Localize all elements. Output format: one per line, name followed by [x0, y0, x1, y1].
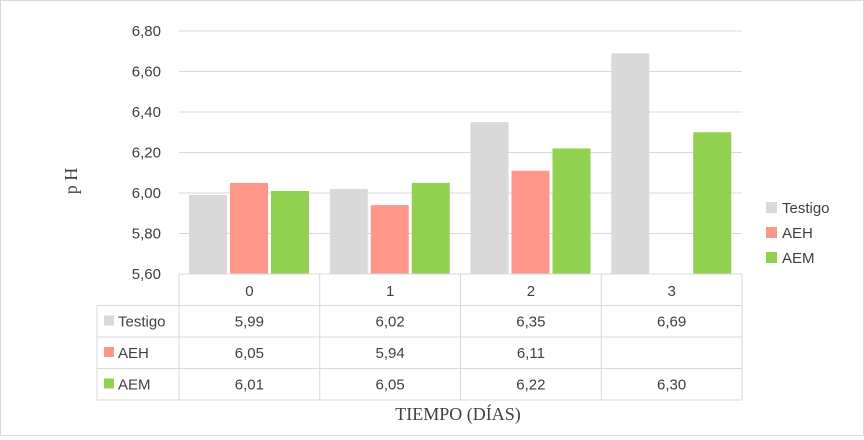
table-legend-key-aem	[104, 378, 114, 389]
legend: Testigo AEH AEM	[766, 200, 830, 267]
x-axis-label: TIEMPO (DÍAS)	[395, 403, 521, 425]
y-tick-label: 6,00	[132, 185, 161, 202]
table-value: 6,69	[657, 314, 686, 331]
legend-key-testigo	[766, 202, 777, 213]
bar-aem-2	[552, 148, 591, 274]
bar-aeh-0	[230, 182, 268, 274]
y-tick-label: 6,80	[132, 23, 161, 40]
x-tick-label: 0	[245, 283, 253, 300]
table-value: 6,35	[516, 314, 545, 331]
y-tick-label: 5,60	[132, 266, 161, 283]
bar-aem-0	[271, 190, 309, 274]
bar-aem-1	[411, 182, 450, 274]
x-tick-label: 3	[667, 283, 675, 300]
x-tick-label: 1	[386, 283, 394, 300]
table-value: 6,05	[235, 345, 264, 362]
y-axis-label: p H	[61, 168, 81, 195]
y-axis-ticks: 5,60 5,80 6,00 6,20 6,40 6,60 6,80	[132, 23, 161, 283]
bar-testigo-1	[329, 188, 368, 274]
bar-testigo-0	[189, 195, 227, 274]
bar-aeh-1	[370, 205, 409, 274]
y-tick-label: 5,80	[132, 226, 161, 243]
table-legend-key-aeh	[104, 347, 114, 357]
table-value: 6,30	[657, 377, 686, 394]
legend-key-aem	[766, 252, 777, 263]
y-tick-label: 6,20	[132, 145, 161, 162]
bar-testigo-2	[470, 122, 509, 274]
table-value: 6,02	[376, 314, 405, 331]
table-legend-key-testigo	[104, 315, 114, 326]
legend-key-aeh	[766, 227, 777, 238]
y-tick-label: 6,60	[132, 64, 161, 81]
legend-label: Testigo	[782, 200, 830, 217]
bars	[189, 53, 732, 275]
bar-testigo-3	[611, 53, 650, 275]
x-tick-label: 2	[527, 283, 535, 300]
data-table: 0 1 2 3 Testigo 5,99 6,02 6,35 6,69 AEH 6,05 5,94 6,…	[96, 273, 743, 401]
legend-label: AEH	[782, 225, 813, 242]
y-tick-label: 6,40	[132, 104, 161, 121]
legend-label: AEM	[782, 250, 815, 267]
table-value: 6,22	[516, 377, 545, 394]
bar-aem-3	[693, 132, 732, 274]
table-value: 6,11	[517, 345, 545, 362]
table-value: 6,05	[376, 377, 405, 394]
table-value: 5,99	[235, 314, 264, 331]
table-series-name: AEM	[118, 377, 151, 394]
table-series-name: AEH	[118, 345, 149, 362]
table-value: 6,01	[235, 377, 264, 394]
bar-aeh-2	[511, 170, 550, 274]
table-series-name: Testigo	[118, 314, 166, 331]
table-value: 5,94	[376, 345, 405, 362]
